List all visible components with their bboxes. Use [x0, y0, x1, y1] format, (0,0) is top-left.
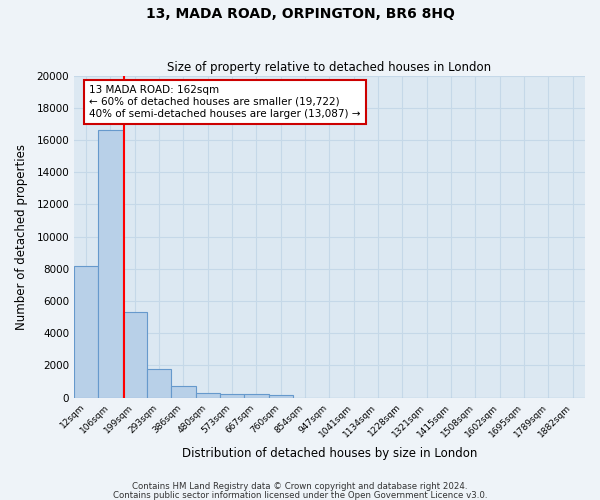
Bar	[171, 386, 196, 398]
Bar	[147, 370, 171, 398]
Bar	[196, 393, 220, 398]
Bar	[220, 394, 244, 398]
X-axis label: Distribution of detached houses by size in London: Distribution of detached houses by size …	[182, 447, 477, 460]
Text: Contains HM Land Registry data © Crown copyright and database right 2024.: Contains HM Land Registry data © Crown c…	[132, 482, 468, 491]
Bar	[244, 394, 269, 398]
Title: Size of property relative to detached houses in London: Size of property relative to detached ho…	[167, 62, 491, 74]
Bar	[74, 266, 98, 398]
Text: 13, MADA ROAD, ORPINGTON, BR6 8HQ: 13, MADA ROAD, ORPINGTON, BR6 8HQ	[146, 8, 454, 22]
Text: Contains public sector information licensed under the Open Government Licence v3: Contains public sector information licen…	[113, 490, 487, 500]
Bar	[122, 312, 147, 398]
Bar	[269, 395, 293, 398]
Text: 13 MADA ROAD: 162sqm
← 60% of detached houses are smaller (19,722)
40% of semi-d: 13 MADA ROAD: 162sqm ← 60% of detached h…	[89, 86, 361, 118]
Y-axis label: Number of detached properties: Number of detached properties	[15, 144, 28, 330]
Bar	[98, 130, 122, 398]
